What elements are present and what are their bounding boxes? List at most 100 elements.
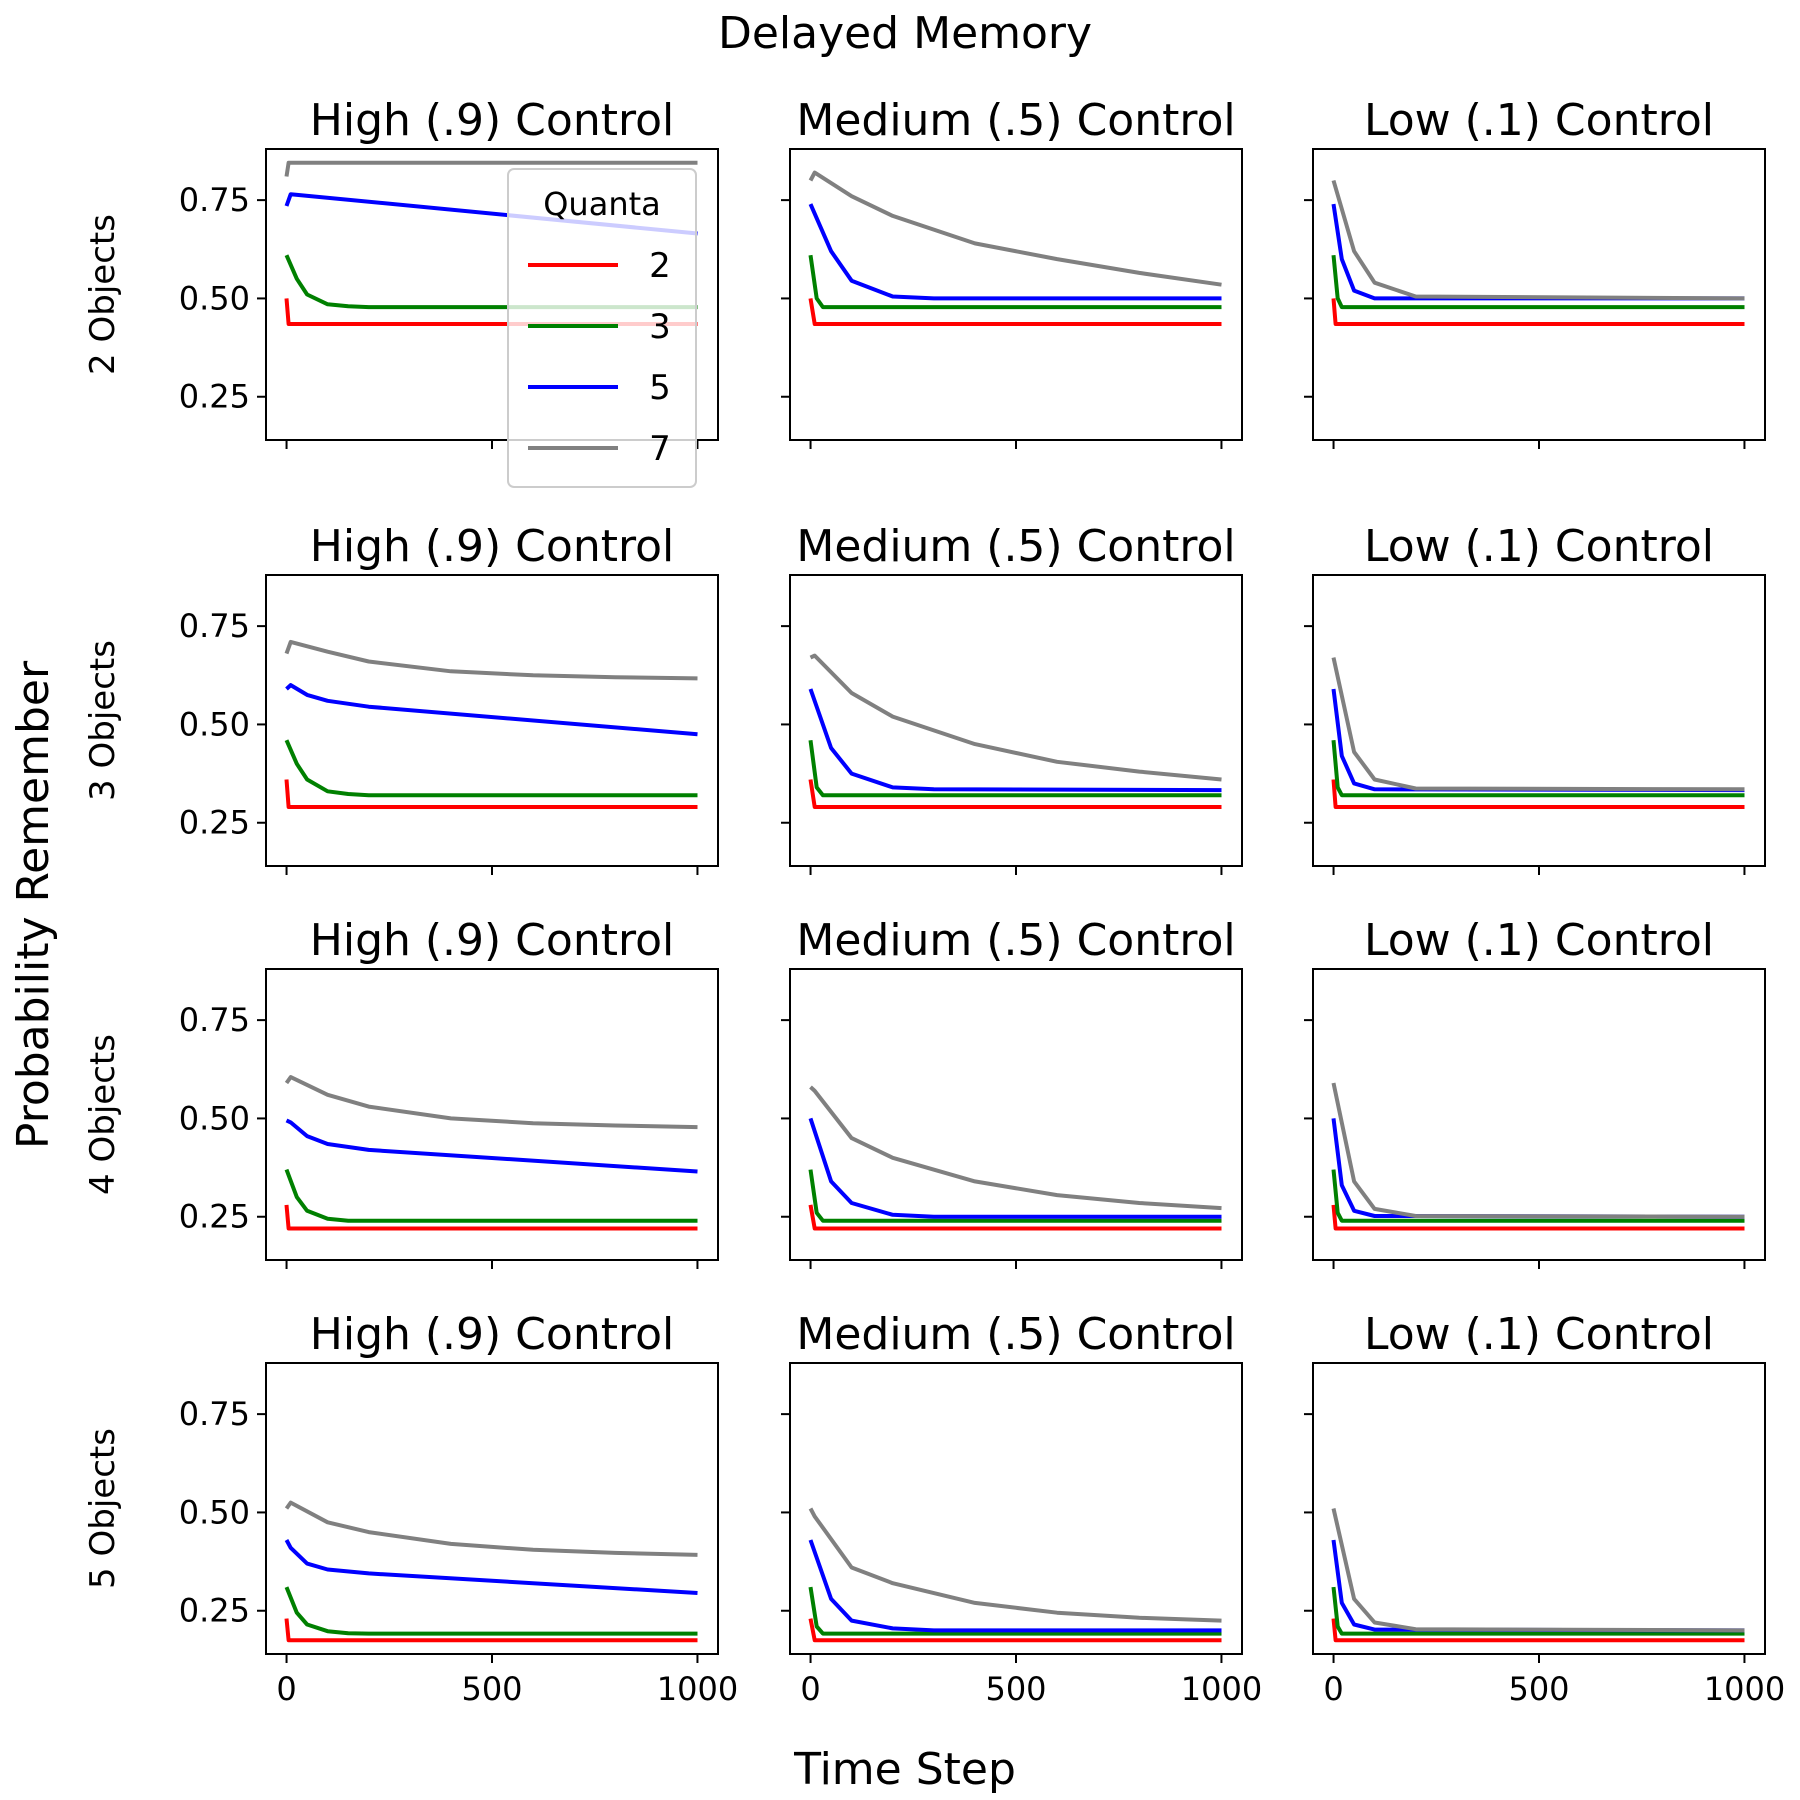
panel-title: Medium (.5) Control: [796, 915, 1235, 966]
y-tick-label: 0.50: [179, 279, 250, 317]
axes-frame: [789, 574, 1243, 867]
series-line-quanta-3: [284, 254, 698, 310]
axes-frame: [789, 148, 1243, 441]
series-line-quanta-2: [1331, 298, 1745, 326]
y-tick-label: 0.50: [179, 1099, 250, 1137]
axes-frame: [265, 968, 719, 1261]
panel-grid: High (.9) Control 0.25 0.50 0.75 2 Objects Me…: [83, 95, 1785, 1708]
y-tick-label: 0.25: [179, 804, 250, 842]
series-line-quanta-3: [808, 1586, 1222, 1636]
panel-r4-c1: High (.9) Control 0.25 0.50 0.75 0 500 1000 5 O…: [83, 1309, 738, 1708]
row-label: 4 Objects: [83, 1034, 123, 1195]
series-line-quanta-5: [1331, 1539, 1745, 1633]
series-line-quanta-7: [1331, 1082, 1745, 1219]
series-line-quanta-2: [1331, 1204, 1745, 1231]
figure-suptitle: Delayed Memory: [718, 8, 1092, 59]
row-label: 5 Objects: [83, 1428, 123, 1589]
legend-label: 5: [649, 368, 671, 408]
series-line-quanta-3: [1331, 1586, 1745, 1636]
panel-r2-c1: High (.9) Control 0.25 0.50 0.75 3 Objects: [83, 521, 719, 875]
axes-frame: [265, 1362, 719, 1655]
series-line-quanta-7: [1331, 1508, 1745, 1633]
panel-r3-c3: Low (.1) Control: [1304, 915, 1766, 1269]
axes-frame: [1312, 148, 1766, 441]
series-line-quanta-5: [808, 688, 1222, 793]
series-line-quanta-5: [285, 683, 698, 737]
series-line-quanta-7: [284, 639, 698, 681]
x-tick-label: 0: [276, 1670, 296, 1708]
row-label: 3 Objects: [83, 640, 123, 801]
y-tick-label: 0.25: [179, 378, 250, 416]
x-tick-label: 1000: [1704, 1670, 1785, 1708]
panel-title: Low (.1) Control: [1364, 95, 1714, 146]
y-tick-label: 0.75: [179, 607, 250, 645]
axes-frame: [789, 1362, 1243, 1655]
series-line-quanta-3: [808, 1169, 1222, 1223]
legend: Quanta 2 3 5 7: [507, 168, 697, 488]
x-tick-label: 1000: [657, 1670, 738, 1708]
figure-ylabel: Probability Remember: [8, 660, 59, 1149]
series-line-quanta-2: [808, 779, 1222, 809]
panel-title: Medium (.5) Control: [796, 521, 1235, 572]
figure-xlabel: Time Step: [793, 1744, 1016, 1795]
panel-r4-c3: Low (.1) Control 0 500 1000: [1304, 1309, 1785, 1708]
axes-frame: [1312, 1362, 1766, 1655]
y-tick-label: 0.50: [179, 705, 250, 743]
y-tick-label: 0.25: [179, 1198, 250, 1236]
series-line-quanta-7: [808, 170, 1222, 287]
panel-title: High (.9) Control: [310, 95, 674, 146]
series-line-quanta-7: [808, 1507, 1222, 1623]
y-tick-label: 0.75: [179, 181, 250, 219]
legend-label: 7: [649, 429, 671, 469]
series-line-quanta-5: [1331, 688, 1745, 793]
series-line-quanta-2: [284, 1618, 698, 1643]
series-line-quanta-7: [284, 1075, 698, 1130]
series-line-quanta-2: [808, 298, 1222, 326]
series-line-quanta-3: [284, 739, 698, 798]
series-line-quanta-2: [284, 779, 698, 809]
x-tick-label: 1000: [1181, 1670, 1262, 1708]
x-tick-label: 500: [985, 1670, 1046, 1708]
panel-title: Low (.1) Control: [1364, 1309, 1714, 1360]
panel-r2-c3: Low (.1) Control: [1304, 521, 1766, 875]
series-line-quanta-2: [808, 1618, 1222, 1643]
series-line-quanta-5: [808, 1539, 1222, 1633]
panel-r4-c2: Medium (.5) Control 0 500 1000: [781, 1309, 1262, 1708]
panel-r1-c3: Low (.1) Control: [1304, 95, 1766, 449]
panel-r1-c1: High (.9) Control 0.25 0.50 0.75 2 Objects: [83, 95, 719, 449]
series-line-quanta-3: [284, 1586, 698, 1636]
series-line-quanta-7: [809, 653, 1222, 782]
x-tick-label: 500: [1508, 1670, 1569, 1708]
series-line-quanta-5: [1331, 203, 1745, 301]
series-line-quanta-3: [1331, 255, 1745, 310]
y-tick-label: 0.75: [179, 1395, 250, 1433]
series-line-quanta-5: [808, 203, 1222, 301]
series-line-quanta-5: [284, 1539, 698, 1595]
panel-title: High (.9) Control: [310, 915, 674, 966]
panel-r3-c1: High (.9) Control 0.25 0.50 0.75 4 Objects: [83, 915, 719, 1269]
series-line-quanta-3: [1331, 740, 1745, 798]
x-tick-label: 0: [800, 1670, 820, 1708]
series-line-quanta-2: [284, 1204, 698, 1231]
series-line-quanta-7: [1331, 179, 1745, 301]
series-line-quanta-3: [1331, 1169, 1745, 1223]
series-line-quanta-2: [1331, 779, 1745, 809]
series-line-quanta-2: [284, 298, 698, 326]
series-line-quanta-7: [809, 1085, 1222, 1211]
series-line-quanta-5: [285, 1118, 698, 1174]
y-tick-label: 0.75: [179, 1001, 250, 1039]
legend-label: 2: [649, 246, 671, 286]
axes-frame: [265, 574, 719, 867]
y-tick-label: 0.50: [179, 1493, 250, 1531]
x-tick-label: 0: [1323, 1670, 1343, 1708]
series-line-quanta-3: [808, 739, 1222, 798]
panel-title: Low (.1) Control: [1364, 521, 1714, 572]
axes-frame: [1312, 574, 1766, 867]
x-tick-label: 500: [461, 1670, 522, 1708]
series-line-quanta-5: [1331, 1118, 1745, 1219]
panel-r2-c2: Medium (.5) Control: [781, 521, 1243, 875]
series-line-quanta-5: [808, 1117, 1222, 1219]
panel-title: High (.9) Control: [310, 1309, 674, 1360]
series-line-quanta-7: [1331, 657, 1745, 792]
